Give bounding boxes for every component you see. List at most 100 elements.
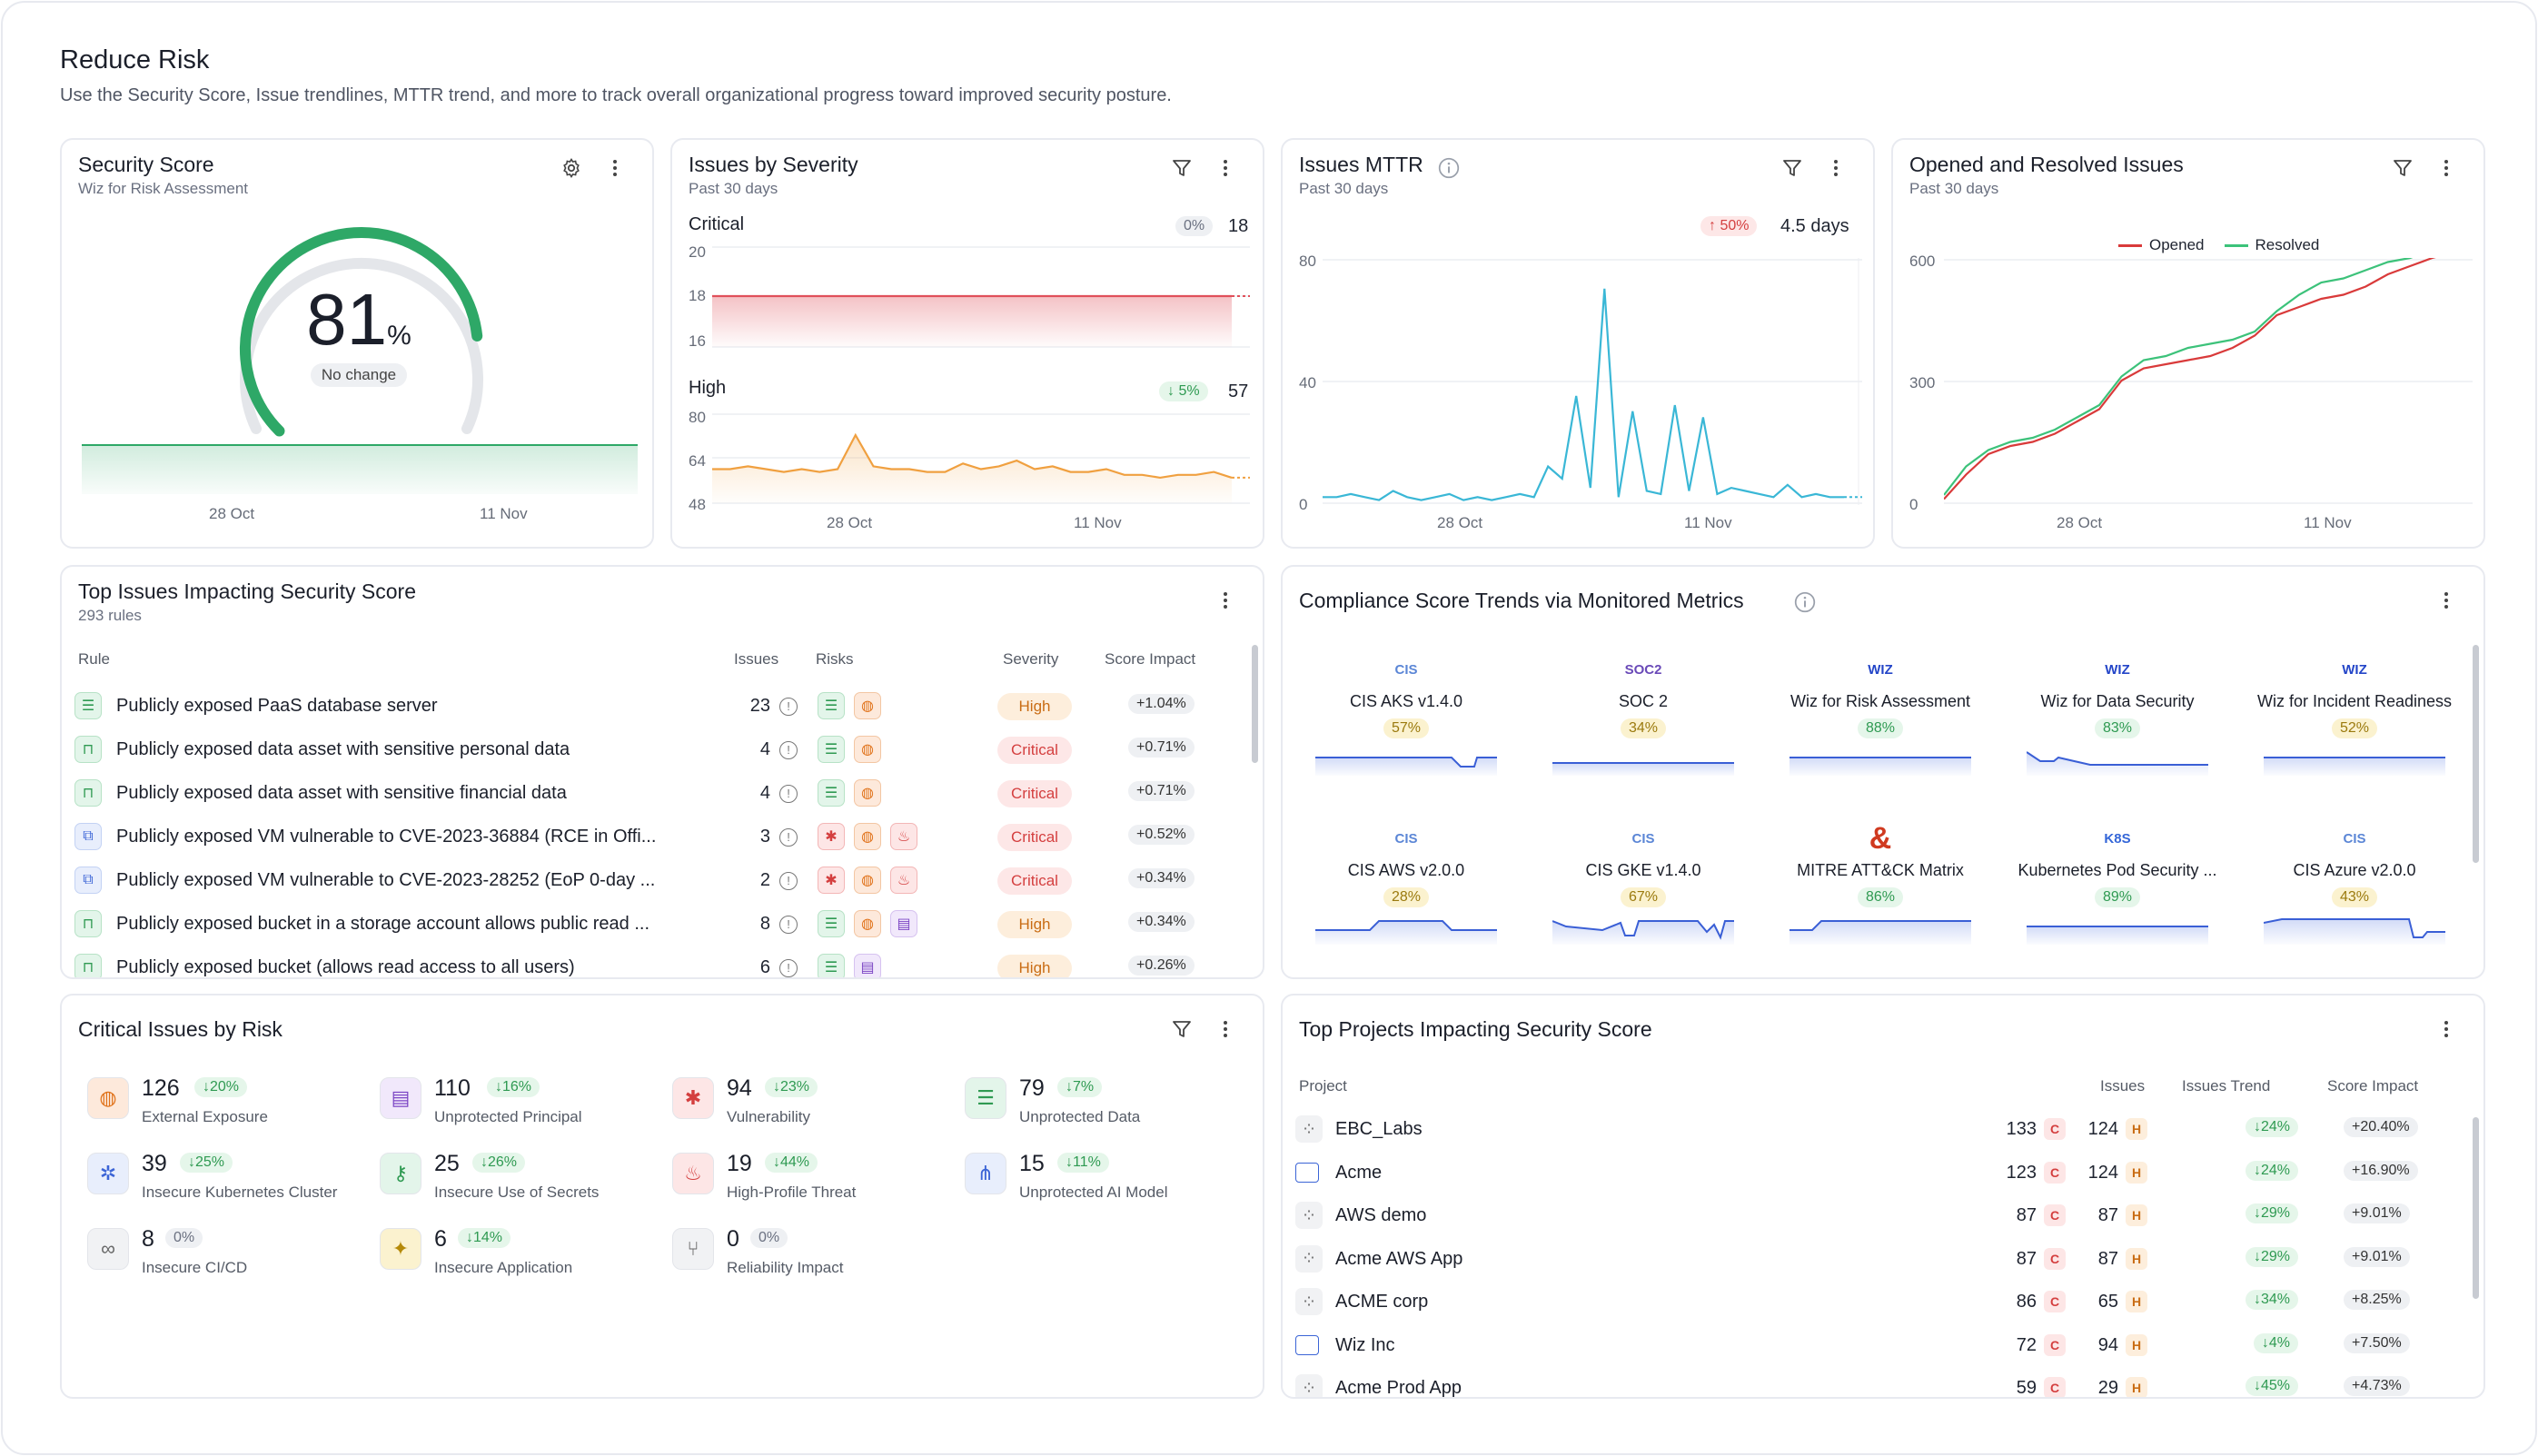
bug-icon: ✱	[672, 1077, 714, 1119]
risk-category[interactable]: ✦ 6 ↓ 14% Insecure Application	[380, 1223, 652, 1286]
info-icon[interactable]: !	[779, 872, 798, 890]
col-score-impact[interactable]: Score Impact	[1105, 650, 1196, 668]
col-project[interactable]: Project	[1299, 1077, 1347, 1094]
risk-category[interactable]: ♨ 19 ↓ 44% High-Profile Threat	[672, 1147, 945, 1211]
risk-category[interactable]: ⑂ 0 0% Reliability Impact	[672, 1223, 945, 1286]
risk-category[interactable]: ⋔ 15 ↓ 11% Unprotected AI Model	[965, 1147, 1237, 1211]
table-row[interactable]: ⁘ ACME corp 86 C 65 H ↓ 34% +8.25%	[1283, 1281, 2483, 1324]
info-icon[interactable]: !	[779, 916, 798, 934]
compliance-framework-tile[interactable]: CIS CIS Azure v2.0.0 43%	[2247, 823, 2462, 977]
table-row[interactable]: ⧉ Publicly exposed VM vulnerable to CVE-2…	[62, 859, 1263, 903]
table-row[interactable]: ⧉ Publicly exposed VM vulnerable to CVE-2…	[62, 816, 1263, 859]
project-name[interactable]: AWS demo	[1335, 1205, 1427, 1225]
framework-logo-icon: WIZ	[2105, 661, 2130, 678]
info-icon[interactable]: !	[779, 698, 798, 716]
filter-button[interactable]	[1166, 153, 1197, 183]
table-row[interactable]: Wiz Inc 72 C 94 H ↓ 4% +7.50%	[1283, 1324, 2483, 1368]
col-risks[interactable]: Risks	[816, 650, 854, 668]
table-row[interactable]: ⊓ Publicly exposed bucket in a storage ac…	[62, 903, 1263, 946]
risk-category[interactable]: ☰ 79 ↓ 7% Unprotected Data	[965, 1072, 1237, 1135]
compliance-framework-tile[interactable]: CIS CIS GKE v1.4.0 67%	[1536, 823, 1750, 977]
trend-value: 29%	[2260, 1248, 2290, 1264]
table-row[interactable]: ⊓ Publicly exposed bucket (allows read ac…	[62, 946, 1263, 977]
risk-category[interactable]: ▤ 110 ↓ 16% Unprotected Principal	[380, 1072, 652, 1135]
col-issues-trend[interactable]: Issues Trend	[2182, 1077, 2271, 1094]
y-tick: 20	[689, 243, 706, 261]
project-name[interactable]: Acme Prod App	[1335, 1378, 1462, 1398]
info-icon[interactable]: !	[779, 959, 798, 977]
compliance-framework-tile[interactable]: SOC2 SOC 2 34%	[1536, 654, 1750, 827]
compliance-framework-tile[interactable]: WIZ Wiz for Risk Assessment 88%	[1773, 654, 1988, 827]
more-menu-button[interactable]	[1210, 585, 1241, 616]
info-icon[interactable]: !	[779, 828, 798, 847]
filter-button[interactable]	[1777, 153, 1808, 183]
col-rule[interactable]: Rule	[78, 650, 110, 668]
table-row[interactable]: ⁘ AWS demo 87 C 87 H ↓ 29% +9.01%	[1283, 1194, 2483, 1238]
risk-category[interactable]: ✲ 39 ↓ 25% Insecure Kubernetes Cluster	[87, 1147, 360, 1211]
compliance-framework-tile[interactable]: K8S Kubernetes Pod Security ... 89%	[2010, 823, 2225, 977]
risk-label: Unprotected Principal	[434, 1108, 582, 1125]
scrollbar[interactable]	[1252, 645, 1258, 763]
risk-category[interactable]: ⚷ 25 ↓ 26% Insecure Use of Secrets	[380, 1147, 652, 1211]
filter-button[interactable]	[2387, 153, 2418, 183]
scrollbar[interactable]	[2473, 645, 2479, 863]
info-icon[interactable]	[1793, 590, 1817, 614]
table-row[interactable]: ☰ Publicly exposed PaaS database server 23…	[62, 685, 1263, 728]
col-severity[interactable]: Severity	[1003, 650, 1059, 668]
project-name[interactable]: EBC_Labs	[1335, 1119, 1423, 1139]
more-menu-button[interactable]	[1820, 153, 1851, 183]
card-subtitle: Past 30 days	[1909, 180, 1999, 197]
rule-name[interactable]: Publicly exposed PaaS database server	[116, 696, 438, 716]
filter-button[interactable]	[1166, 1014, 1197, 1045]
rule-name[interactable]: Publicly exposed bucket (allows read acc…	[116, 957, 575, 977]
table-row[interactable]: ⁘ Acme AWS App 87 C 87 H ↓ 29% +9.01%	[1283, 1238, 2483, 1282]
compliance-framework-tile[interactable]: CIS CIS AWS v2.0.0 28%	[1299, 823, 1513, 977]
scrollbar[interactable]	[2473, 1117, 2479, 1299]
rule-name[interactable]: Publicly exposed data asset with sensiti…	[116, 739, 570, 759]
info-icon[interactable]: !	[779, 785, 798, 803]
risk-category[interactable]: ∞ 8 0% Insecure CI/CD	[87, 1223, 360, 1286]
info-icon[interactable]	[1437, 156, 1461, 180]
more-menu-button[interactable]	[1210, 1014, 1241, 1045]
risk-change-badge: ↓ 23%	[765, 1077, 818, 1097]
more-menu-button[interactable]	[2431, 1014, 2462, 1045]
rule-name[interactable]: Publicly exposed data asset with sensiti…	[116, 783, 567, 803]
col-issues[interactable]: Issues	[734, 650, 779, 668]
risk-change-badge: ↓ 11%	[1057, 1153, 1109, 1173]
table-row[interactable]: ⊓ Publicly exposed data asset with sensit…	[62, 772, 1263, 816]
more-menu-button[interactable]	[2431, 585, 2462, 616]
compliance-framework-tile[interactable]: CIS CIS AKS v1.4.0 57%	[1299, 654, 1513, 827]
rule-name[interactable]: Publicly exposed VM vulnerable to CVE-20…	[116, 870, 656, 890]
table-row[interactable]: ⁘ EBC_Labs 133 C 124 H ↓ 24% +20.40%	[1283, 1108, 2483, 1152]
settings-button[interactable]	[556, 153, 587, 183]
compliance-framework-tile[interactable]: WIZ Wiz for Data Security 83%	[2010, 654, 2225, 827]
grid-icon: ⁘	[1295, 1115, 1323, 1143]
table-row[interactable]: ⁘ Acme Prod App 59 C 29 H ↓ 45% +4.73%	[1283, 1367, 2483, 1398]
more-menu-button[interactable]	[600, 153, 630, 183]
high-letter: H	[2126, 1204, 2147, 1226]
risk-change-value: 11%	[1073, 1154, 1101, 1170]
score-impact: +20.40%	[2344, 1117, 2418, 1137]
table-row[interactable]: Acme 123 C 124 H ↓ 24% +16.90%	[1283, 1152, 2483, 1195]
score-impact: +0.34%	[1128, 912, 1195, 932]
compliance-framework-tile[interactable]: WIZ Wiz for Incident Readiness 52%	[2247, 654, 2462, 827]
col-score-impact[interactable]: Score Impact	[2327, 1077, 2419, 1094]
database-icon: ☰	[74, 692, 102, 719]
col-issues[interactable]: Issues	[2100, 1077, 2146, 1094]
info-icon[interactable]: !	[779, 741, 798, 759]
more-menu-button[interactable]	[2431, 153, 2462, 183]
project-name[interactable]: ACME corp	[1335, 1292, 1429, 1312]
compliance-framework-tile[interactable]: & MITRE ATT&CK Matrix 86%	[1773, 821, 1988, 977]
card-title: Security Score	[78, 153, 214, 176]
more-menu-button[interactable]	[1210, 153, 1241, 183]
project-name[interactable]: Wiz Inc	[1335, 1334, 1395, 1355]
table-row[interactable]: ⊓ Publicly exposed data asset with sensit…	[62, 728, 1263, 772]
rule-name[interactable]: Publicly exposed VM vulnerable to CVE-20…	[116, 827, 657, 847]
project-name[interactable]: Acme AWS App	[1335, 1248, 1463, 1269]
risk-category[interactable]: ✱ 94 ↓ 23% Vulnerability	[672, 1072, 945, 1135]
resolved-series-line	[1944, 258, 2414, 496]
project-name[interactable]: Acme	[1335, 1162, 1383, 1183]
rule-name[interactable]: Publicly exposed bucket in a storage acc…	[116, 914, 650, 934]
grid-icon: ⁘	[1295, 1202, 1323, 1229]
risk-category[interactable]: ◍ 126 ↓ 20% External Exposure	[87, 1072, 360, 1135]
